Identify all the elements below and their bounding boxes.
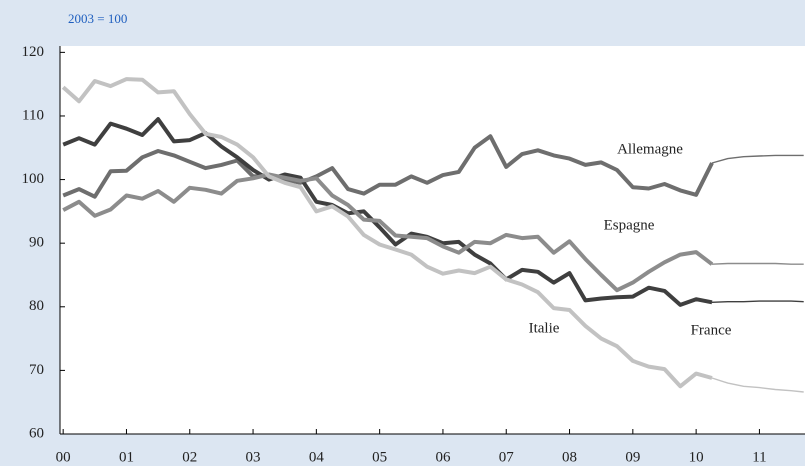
- forecast-line: [711, 154, 804, 164]
- x-tick-label: 02: [182, 449, 197, 465]
- x-tick-label: 06: [435, 449, 451, 465]
- y-tick-label: 120: [22, 44, 45, 60]
- series-label: France: [691, 322, 732, 338]
- chart-subtitle: 2003 = 100: [68, 11, 127, 26]
- forecast-line: [711, 300, 804, 303]
- x-tick-label: 11: [752, 449, 766, 465]
- series-label: Italie: [529, 320, 560, 336]
- x-tick-label: 00: [56, 449, 71, 465]
- series-line: [62, 172, 714, 293]
- x-tick-label: 04: [309, 449, 325, 465]
- x-tick-label: 07: [499, 449, 515, 465]
- series-label: Allemagne: [617, 141, 683, 157]
- x-tick-label: 08: [562, 449, 577, 465]
- y-tick-label: 80: [29, 298, 44, 314]
- forecast-line: [711, 262, 804, 265]
- y-tick-label: 90: [29, 235, 44, 251]
- x-tick-label: 01: [119, 449, 134, 465]
- series-line: [61, 77, 713, 389]
- x-tick-label: 03: [246, 449, 261, 465]
- x-tick-label: 10: [689, 449, 704, 465]
- x-tick-label: 09: [625, 449, 640, 465]
- y-tick-label: 60: [29, 425, 44, 441]
- y-tick-label: 110: [22, 107, 44, 123]
- series-line: [62, 134, 714, 199]
- x-tick-label: 05: [372, 449, 387, 465]
- forecast-line: [711, 377, 804, 393]
- series-line: [62, 117, 713, 307]
- y-tick-label: 100: [22, 171, 45, 187]
- y-tick-label: 70: [29, 362, 44, 378]
- series-label: Espagne: [604, 217, 655, 233]
